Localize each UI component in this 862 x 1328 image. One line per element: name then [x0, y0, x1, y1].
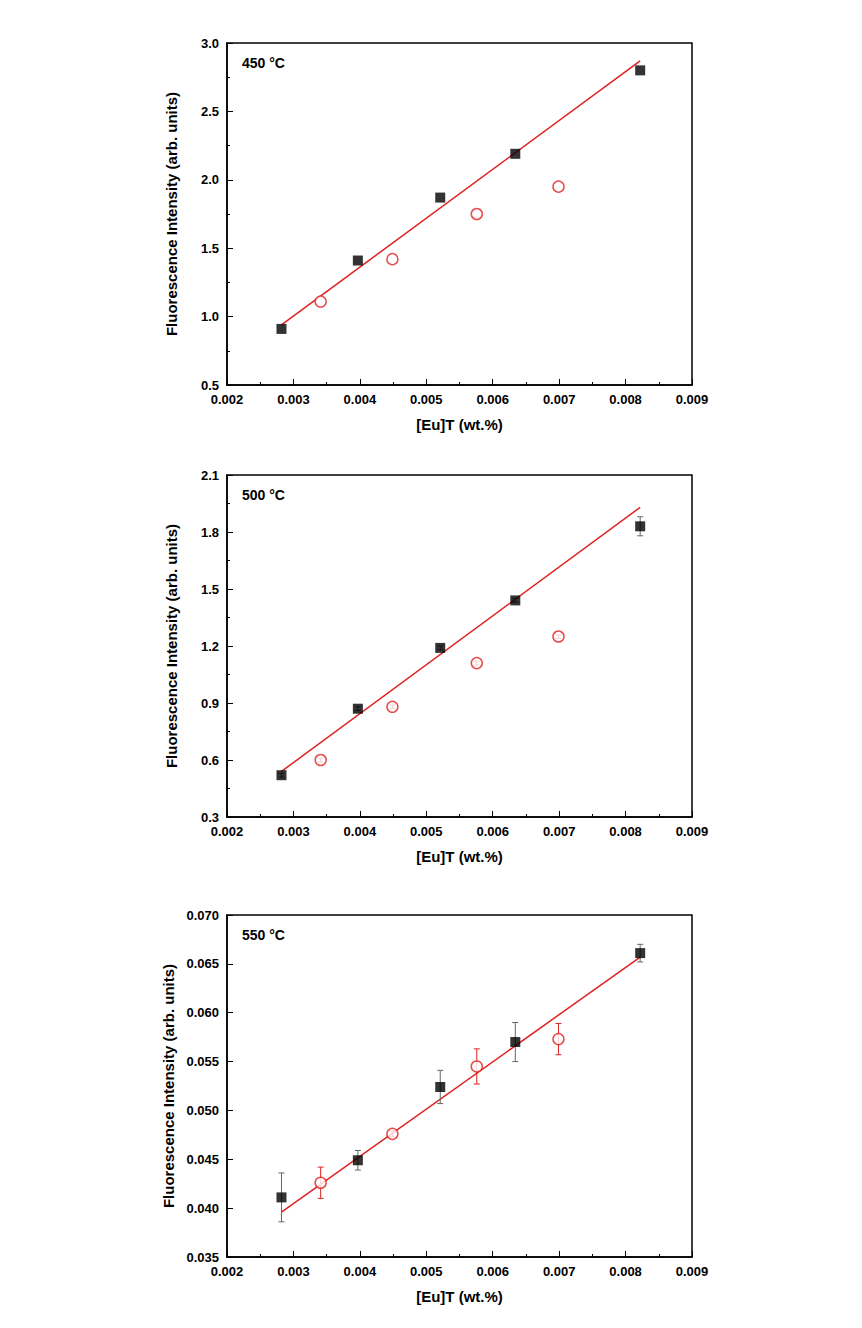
svg-text:0.050: 0.050: [186, 1103, 219, 1118]
svg-text:0.007: 0.007: [543, 392, 576, 407]
svg-text:1.5: 1.5: [201, 241, 219, 256]
svg-text:0.007: 0.007: [543, 824, 576, 839]
svg-text:0.007: 0.007: [543, 1264, 576, 1279]
svg-text:0.009: 0.009: [676, 1264, 709, 1279]
svg-text:500 °C: 500 °C: [242, 487, 285, 503]
svg-text:1.0: 1.0: [201, 309, 219, 324]
svg-text:0.070: 0.070: [186, 908, 219, 923]
svg-text:2.0: 2.0: [201, 172, 219, 187]
svg-text:0.006: 0.006: [476, 1264, 509, 1279]
svg-text:0.005: 0.005: [410, 824, 443, 839]
svg-text:0.006: 0.006: [476, 392, 509, 407]
svg-text:0.5: 0.5: [201, 378, 219, 393]
svg-text:1.5: 1.5: [201, 582, 219, 597]
svg-text:0.009: 0.009: [676, 824, 709, 839]
svg-text:Fluorescence Intensity (arb. u: Fluorescence Intensity (arb. units): [163, 524, 180, 768]
svg-text:2.1: 2.1: [201, 468, 219, 483]
svg-text:[Eu]T (wt.%): [Eu]T (wt.%): [416, 1288, 503, 1305]
svg-text:1.2: 1.2: [201, 639, 219, 654]
svg-text:0.008: 0.008: [609, 392, 642, 407]
svg-text:0.9: 0.9: [201, 696, 219, 711]
svg-text:[Eu]T (wt.%): [Eu]T (wt.%): [416, 848, 503, 865]
svg-text:[Eu]T (wt.%): [Eu]T (wt.%): [416, 416, 503, 433]
svg-text:0.008: 0.008: [609, 1264, 642, 1279]
svg-text:0.009: 0.009: [676, 392, 709, 407]
svg-text:Fluorescence Intensity (arb. u: Fluorescence Intensity (arb. units): [163, 92, 180, 336]
svg-text:0.008: 0.008: [609, 824, 642, 839]
svg-text:0.006: 0.006: [476, 824, 509, 839]
svg-text:0.045: 0.045: [186, 1152, 219, 1167]
svg-text:0.004: 0.004: [344, 1264, 377, 1279]
svg-text:2.5: 2.5: [201, 104, 219, 119]
svg-text:550 °C: 550 °C: [242, 927, 285, 943]
svg-text:0.005: 0.005: [410, 1264, 443, 1279]
svg-text:0.004: 0.004: [344, 824, 377, 839]
svg-text:0.005: 0.005: [410, 392, 443, 407]
svg-text:0.003: 0.003: [277, 1264, 310, 1279]
svg-text:0.3: 0.3: [201, 810, 219, 825]
svg-text:0.040: 0.040: [186, 1201, 219, 1216]
svg-text:0.003: 0.003: [277, 824, 310, 839]
svg-text:0.004: 0.004: [344, 392, 377, 407]
svg-text:Fluorescence Intensity (arb. u: Fluorescence Intensity (arb. units): [160, 964, 177, 1208]
svg-text:0.035: 0.035: [186, 1250, 219, 1265]
svg-text:0.065: 0.065: [186, 956, 219, 971]
svg-text:450 °C: 450 °C: [242, 55, 285, 71]
svg-text:1.8: 1.8: [201, 525, 219, 540]
svg-text:0.002: 0.002: [211, 824, 244, 839]
svg-text:0.002: 0.002: [211, 1264, 244, 1279]
svg-text:0.002: 0.002: [211, 392, 244, 407]
svg-text:0.055: 0.055: [186, 1054, 219, 1069]
svg-text:3.0: 3.0: [201, 36, 219, 51]
svg-text:0.003: 0.003: [277, 392, 310, 407]
svg-text:0.060: 0.060: [186, 1005, 219, 1020]
svg-text:0.6: 0.6: [201, 753, 219, 768]
